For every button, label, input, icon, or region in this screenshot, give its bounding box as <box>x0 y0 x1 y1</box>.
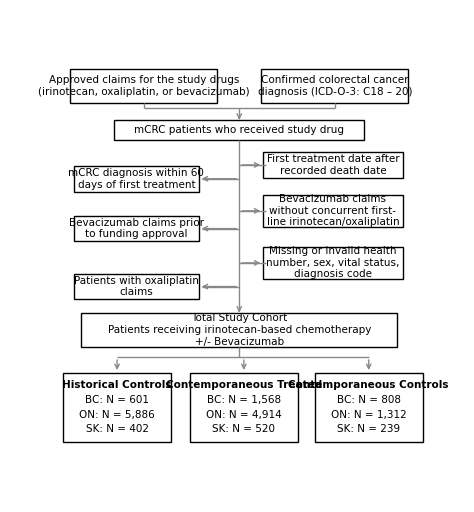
Text: Contemporaneous Treated: Contemporaneous Treated <box>166 380 322 390</box>
FancyBboxPatch shape <box>82 312 397 347</box>
Text: BC: N = 601: BC: N = 601 <box>85 395 149 405</box>
FancyBboxPatch shape <box>114 120 364 140</box>
FancyBboxPatch shape <box>74 217 199 241</box>
FancyBboxPatch shape <box>190 373 298 442</box>
Text: Total Study Cohort
Patients receiving irinotecan-based chemotherapy
+/- Bevacizu: Total Study Cohort Patients receiving ir… <box>108 313 371 347</box>
FancyBboxPatch shape <box>315 373 423 442</box>
Text: SK: N = 239: SK: N = 239 <box>337 424 401 434</box>
Text: ON: N = 5,886: ON: N = 5,886 <box>79 410 155 420</box>
Text: Contemporaneous Controls: Contemporaneous Controls <box>289 380 449 390</box>
Text: ON: N = 1,312: ON: N = 1,312 <box>331 410 407 420</box>
FancyBboxPatch shape <box>74 166 199 191</box>
Text: First treatment date after
recorded death date: First treatment date after recorded deat… <box>266 154 399 176</box>
Text: Confirmed colorectal cancer
diagnosis (ICD-O-3: C18 – 20): Confirmed colorectal cancer diagnosis (I… <box>257 75 412 97</box>
FancyBboxPatch shape <box>263 247 403 279</box>
Text: Bevacizumab claims
without concurrent first-
line irinotecan/oxaliplatin: Bevacizumab claims without concurrent fi… <box>266 194 399 227</box>
Text: Patients with oxaliplatin
claims: Patients with oxaliplatin claims <box>74 276 199 297</box>
Text: Approved claims for the study drugs
(irinotecan, oxaliplatin, or bevacizumab): Approved claims for the study drugs (iri… <box>38 75 249 97</box>
Text: Bevacizumab claims prior
to funding approval: Bevacizumab claims prior to funding appr… <box>69 218 204 240</box>
Text: BC: N = 1,568: BC: N = 1,568 <box>207 395 281 405</box>
Text: SK: N = 520: SK: N = 520 <box>212 424 275 434</box>
Text: ON: N = 4,914: ON: N = 4,914 <box>206 410 282 420</box>
FancyBboxPatch shape <box>263 152 403 178</box>
FancyBboxPatch shape <box>263 195 403 227</box>
FancyBboxPatch shape <box>261 69 408 103</box>
FancyBboxPatch shape <box>63 373 171 442</box>
Text: mCRC diagnosis within 60
days of first treatment: mCRC diagnosis within 60 days of first t… <box>68 168 204 189</box>
Text: mCRC patients who received study drug: mCRC patients who received study drug <box>134 125 344 135</box>
Text: BC: N = 808: BC: N = 808 <box>337 395 401 405</box>
Text: Historical Controls: Historical Controls <box>63 380 172 390</box>
FancyBboxPatch shape <box>70 69 217 103</box>
Text: SK: N = 402: SK: N = 402 <box>86 424 149 434</box>
Text: Missing or invalid health
number, sex, vital status,
diagnosis code: Missing or invalid health number, sex, v… <box>266 246 400 280</box>
FancyBboxPatch shape <box>74 274 199 299</box>
